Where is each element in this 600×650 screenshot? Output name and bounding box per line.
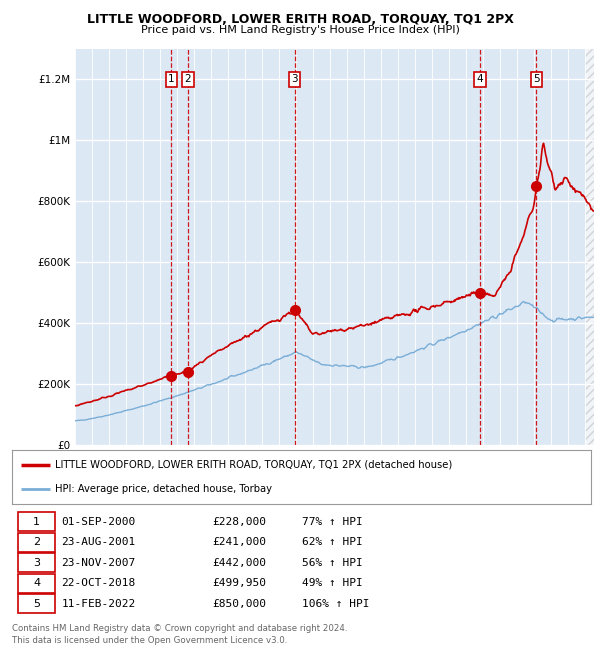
Text: HPI: Average price, detached house, Torbay: HPI: Average price, detached house, Torb…: [55, 484, 272, 495]
Text: LITTLE WOODFORD, LOWER ERITH ROAD, TORQUAY, TQ1 2PX (detached house): LITTLE WOODFORD, LOWER ERITH ROAD, TORQU…: [55, 460, 452, 470]
Text: 4: 4: [33, 578, 40, 588]
Text: 01-SEP-2000: 01-SEP-2000: [61, 517, 136, 526]
Text: 106% ↑ HPI: 106% ↑ HPI: [302, 599, 369, 608]
Text: 22-OCT-2018: 22-OCT-2018: [61, 578, 136, 588]
Bar: [586, 49, 594, 445]
Text: 2: 2: [33, 538, 40, 547]
Text: 3: 3: [33, 558, 40, 567]
FancyBboxPatch shape: [18, 574, 55, 593]
Text: £850,000: £850,000: [213, 599, 267, 608]
FancyBboxPatch shape: [18, 512, 55, 531]
Text: 2: 2: [185, 74, 191, 85]
Text: Price paid vs. HM Land Registry's House Price Index (HPI): Price paid vs. HM Land Registry's House …: [140, 25, 460, 34]
Text: This data is licensed under the Open Government Licence v3.0.: This data is licensed under the Open Gov…: [12, 636, 287, 645]
Text: 62% ↑ HPI: 62% ↑ HPI: [302, 538, 362, 547]
Text: 1: 1: [33, 517, 40, 526]
Text: LITTLE WOODFORD, LOWER ERITH ROAD, TORQUAY, TQ1 2PX: LITTLE WOODFORD, LOWER ERITH ROAD, TORQU…: [86, 13, 514, 26]
Text: 4: 4: [477, 74, 484, 85]
Text: 23-NOV-2007: 23-NOV-2007: [61, 558, 136, 567]
Text: 1: 1: [168, 74, 175, 85]
Text: 49% ↑ HPI: 49% ↑ HPI: [302, 578, 362, 588]
Text: 3: 3: [291, 74, 298, 85]
Text: 56% ↑ HPI: 56% ↑ HPI: [302, 558, 362, 567]
FancyBboxPatch shape: [18, 594, 55, 613]
Text: 5: 5: [33, 599, 40, 608]
Text: £499,950: £499,950: [213, 578, 267, 588]
Text: 23-AUG-2001: 23-AUG-2001: [61, 538, 136, 547]
FancyBboxPatch shape: [18, 553, 55, 572]
Text: Contains HM Land Registry data © Crown copyright and database right 2024.: Contains HM Land Registry data © Crown c…: [12, 624, 347, 633]
Text: 5: 5: [533, 74, 540, 85]
Text: £241,000: £241,000: [213, 538, 267, 547]
Text: £442,000: £442,000: [213, 558, 267, 567]
Text: 77% ↑ HPI: 77% ↑ HPI: [302, 517, 362, 526]
Text: 11-FEB-2022: 11-FEB-2022: [61, 599, 136, 608]
Text: £228,000: £228,000: [213, 517, 267, 526]
FancyBboxPatch shape: [18, 533, 55, 552]
